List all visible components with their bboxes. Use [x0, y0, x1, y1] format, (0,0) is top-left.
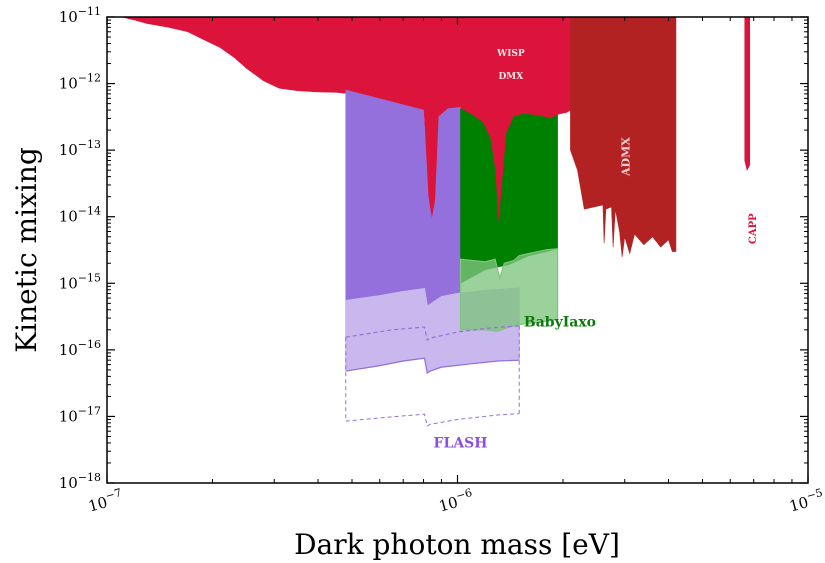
- y-axis-title: Kinetic mixing: [10, 147, 43, 353]
- region-label-flash: FLASH: [434, 436, 488, 452]
- region-labels: WISP DMX ADMX CAPP BabyIaxo FLASH: [434, 49, 759, 452]
- region-label-admx: ADMX: [620, 137, 633, 177]
- x-axis-title: Dark photon mass [eV]: [294, 528, 620, 561]
- region-label-babyiaxo: BabyIaxo: [524, 314, 596, 330]
- region-babyiaxo-light-6: [459, 248, 559, 332]
- limit-line-flash-line-7: [345, 325, 520, 342]
- region-label-wisp: WISP: [496, 49, 525, 59]
- region-capp-2: [744, 17, 751, 172]
- region-admx-1: [570, 17, 677, 257]
- region-flash-dark-3: [345, 89, 461, 307]
- region-label-capp: CAPP: [748, 213, 759, 244]
- limit-line-flash-line-8: [345, 357, 520, 374]
- plot-area: [107, 17, 751, 427]
- region-label-dmx: DMX: [499, 72, 524, 82]
- limit-line-flash-line-9: [345, 413, 520, 427]
